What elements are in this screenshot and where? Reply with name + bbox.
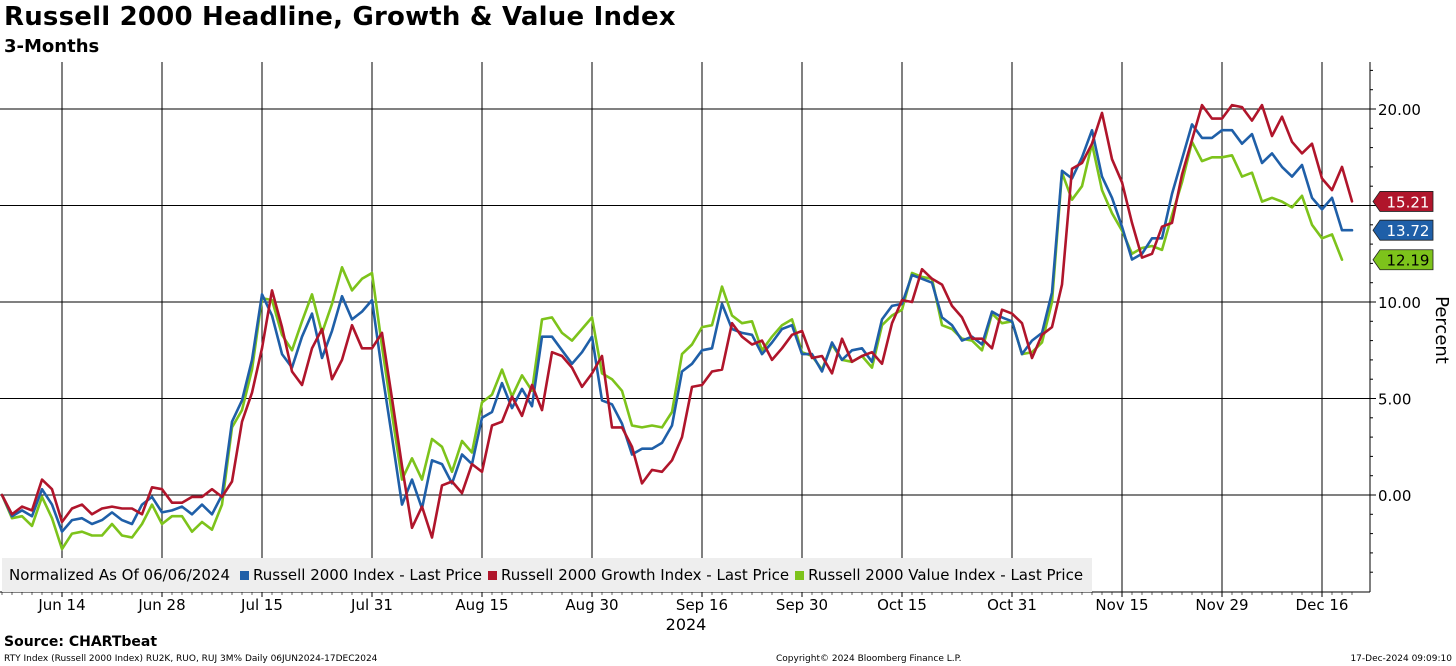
end-label-russell-2000-value: 12.19 bbox=[1372, 249, 1434, 271]
chart-subtitle: 3-Months bbox=[4, 36, 100, 57]
legend-item-russell-2000-growth: Russell 2000 Growth Index - Last Price bbox=[488, 566, 789, 584]
legend-item-russell-2000-value: Russell 2000 Value Index - Last Price bbox=[795, 566, 1083, 584]
end-label-russell-2000-text: 13.72 bbox=[1387, 222, 1430, 240]
end-label-russell-2000-value-text: 12.19 bbox=[1387, 252, 1430, 270]
x-tick-label: Jun 28 bbox=[137, 596, 185, 614]
x-tick-label: Oct 15 bbox=[877, 596, 927, 614]
y-tick-label: 10.00 bbox=[1378, 294, 1421, 312]
x-tick-label: Jun 14 bbox=[37, 596, 85, 614]
ticker-line: RTY Index (Russell 2000 Index) RU2K, RUO… bbox=[4, 654, 378, 664]
x-tick-label: Sep 16 bbox=[676, 596, 728, 614]
legend-title: Normalized As Of 06/06/2024 bbox=[9, 566, 230, 584]
legend-swatch-russell-2000-value bbox=[795, 570, 805, 580]
end-label-russell-2000-background bbox=[1372, 219, 1434, 241]
legend-swatch-russell-2000 bbox=[240, 570, 249, 580]
end-label-russell-2000-growth: 15.21 bbox=[1372, 191, 1434, 212]
x-tick-label: Jul 15 bbox=[240, 596, 283, 614]
chart-legend: Normalized As Of 06/06/2024 Russell 2000… bbox=[2, 558, 1092, 592]
x-tick-label: Aug 30 bbox=[565, 596, 618, 614]
grid-layer bbox=[0, 62, 1370, 592]
end-labels: 13.72 15.21 12.19 bbox=[1372, 191, 1434, 271]
legend-item-russell-2000: Russell 2000 Index - Last Price bbox=[240, 566, 482, 584]
legend-label-russell-2000: Russell 2000 Index - Last Price bbox=[253, 566, 483, 584]
end-label-russell-2000-growth-text: 15.21 bbox=[1387, 193, 1430, 211]
x-tick-label: Sep 30 bbox=[776, 596, 828, 614]
series-line-russell-2000-value bbox=[0, 140, 1344, 551]
series-layer bbox=[0, 103, 1354, 551]
y-tick-label: 20.00 bbox=[1378, 101, 1421, 119]
x-tick-label: Dec 16 bbox=[1296, 596, 1349, 614]
y-tick-label: 5.00 bbox=[1378, 391, 1411, 409]
copyright-note: Copyright© 2024 Bloomberg Finance L.P. bbox=[776, 654, 962, 664]
x-tick-label: Jul 31 bbox=[350, 596, 393, 614]
y-axis-label: Percent bbox=[1431, 296, 1452, 364]
source-note: Source: CHARTbeat bbox=[4, 634, 158, 650]
series-line-russell-2000 bbox=[0, 123, 1354, 534]
legend-label-russell-2000-growth: Russell 2000 Growth Index - Last Price bbox=[501, 566, 790, 584]
x-tick-label: Oct 31 bbox=[987, 596, 1037, 614]
x-tick-label: Nov 15 bbox=[1095, 596, 1148, 614]
end-label-russell-2000: 13.72 bbox=[1372, 219, 1434, 241]
end-label-russell-2000-value-background bbox=[1372, 249, 1434, 271]
y-tick-label: 0.00 bbox=[1378, 487, 1411, 505]
x-tick-label: Nov 29 bbox=[1195, 596, 1248, 614]
legend-swatch-russell-2000-growth bbox=[488, 570, 498, 580]
x-tick-label: Aug 15 bbox=[455, 596, 508, 614]
chart-title: Russell 2000 Headline, Growth & Value In… bbox=[4, 2, 676, 32]
legend-label-russell-2000-value: Russell 2000 Value Index - Last Price bbox=[808, 566, 1084, 584]
series-line-russell-2000-growth bbox=[0, 103, 1354, 539]
end-label-russell-2000-growth-background bbox=[1372, 191, 1434, 212]
timestamp: 17-Dec-2024 09:09:10 bbox=[1350, 654, 1452, 664]
x-axis-year-label: 2024 bbox=[666, 615, 707, 634]
